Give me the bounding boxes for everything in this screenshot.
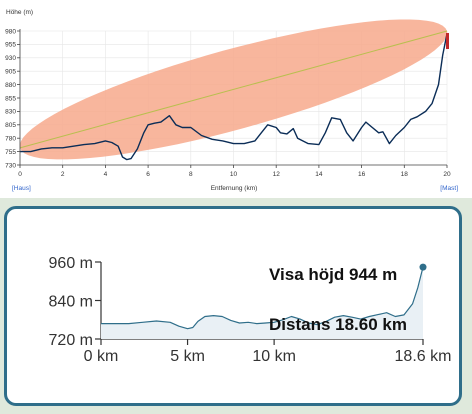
bottom-elevation-line	[101, 266, 424, 330]
top-y-tick-label: 980	[5, 28, 16, 35]
top-y-tick-label: 855	[5, 95, 16, 102]
top-y-tick-label: 930	[5, 55, 16, 62]
bottom-x-tick-label: 18.6 km	[395, 348, 452, 365]
top-y-axis-title: Höhe (m)	[6, 9, 33, 16]
bottom-y-tick-label: 960 m	[49, 255, 93, 272]
top-sightline	[19, 30, 448, 149]
top-x-tick-label: 0	[18, 171, 22, 178]
top-y-tick-label: 830	[5, 109, 16, 116]
top-right-tag: [Mast]	[440, 185, 458, 192]
top-x-tick-label: 2	[61, 171, 65, 178]
top-x-tick-label: 4	[104, 171, 108, 178]
top-x-tick-label: 20	[443, 171, 451, 178]
top-y-tick-label: 780	[5, 136, 16, 143]
top-y-tick-label: 955	[5, 42, 16, 49]
bottom-x-tick-label: 5 km	[170, 348, 205, 365]
bottom-elevation-chart: 960 m 840 m 720 m0 km 5 km 10 km 18.6 km	[49, 255, 452, 365]
top-x-tick-label: 10	[230, 171, 238, 178]
top-x-tick-label: 14	[315, 171, 323, 178]
top-x-tick-label: 16	[358, 171, 366, 178]
top-y-tick-label: 805	[5, 122, 16, 129]
distance-readout: Distans 18.60 km	[269, 315, 407, 334]
bottom-x-tick-label: 0 km	[84, 348, 119, 365]
top-y-tick-label: 905	[5, 69, 16, 76]
top-x-tick-label: 6	[146, 171, 150, 178]
top-x-tick-label: 12	[273, 171, 281, 178]
top-terrain-line	[20, 33, 448, 161]
top-x-axis-title: Entfernung (km)	[211, 185, 258, 192]
top-y-tick-label: 730	[5, 162, 16, 169]
top-left-tag: [Haus]	[12, 185, 31, 192]
height-readout: Visa höjd 944 m	[269, 265, 398, 284]
bottom-elevation-fill	[101, 267, 423, 339]
top-end-marker	[446, 33, 449, 49]
bottom-y-tick-label: 840 m	[49, 294, 93, 311]
top-x-tick-label: 18	[401, 171, 409, 178]
bottom-end-point	[419, 263, 427, 271]
top-x-tick-label: 8	[189, 171, 193, 178]
bottom-x-tick-label: 10 km	[252, 348, 296, 365]
top-y-tick-label: 755	[5, 149, 16, 156]
top-elevation-chart: Höhe (m) 0 2 4 6 8 10 12 14 16 18 20 730 755 780 805 83…	[5, 9, 458, 192]
bottom-y-tick-label: 720 m	[49, 332, 93, 349]
top-y-tick-label: 880	[5, 82, 16, 89]
